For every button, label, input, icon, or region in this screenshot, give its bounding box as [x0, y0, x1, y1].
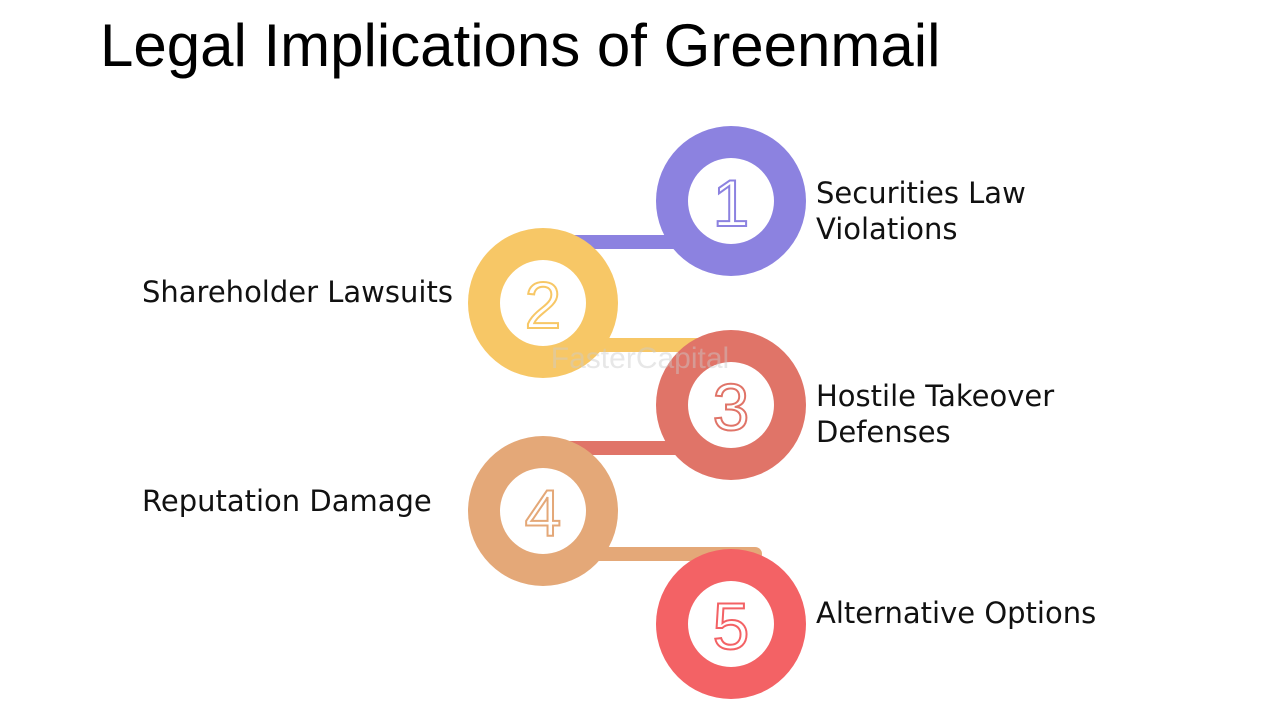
- step-2-label: Shareholder Lawsuits: [142, 274, 453, 310]
- step-4-number: 4: [525, 476, 562, 550]
- slide-title: Legal Implications of Greenmail: [100, 12, 941, 79]
- step-3-number: 3: [713, 370, 750, 444]
- step-2-label-line1: Shareholder Lawsuits: [142, 275, 453, 309]
- step-1-number: 1: [713, 166, 750, 240]
- step-3: 3: [656, 330, 806, 480]
- step-1-label-line1: Securities Law: [816, 176, 1026, 210]
- step-4-inner: [500, 468, 586, 554]
- step-1-inner: [688, 158, 774, 244]
- step-5-label: Alternative Options: [816, 595, 1096, 631]
- step-2: 2: [468, 228, 618, 378]
- step-5-label-line1: Alternative Options: [816, 596, 1097, 630]
- step-5: 5: [656, 549, 806, 699]
- step-2-number: 2: [525, 268, 562, 342]
- watermark-text: FasterCapital: [551, 342, 729, 375]
- step-3-label-line2: Defenses: [816, 415, 951, 449]
- step-2-inner: [500, 260, 586, 346]
- step-4: 4: [468, 436, 618, 586]
- step-5-number: 5: [713, 589, 750, 663]
- step-1-label: Securities Law Violations: [816, 175, 1026, 247]
- step-5-inner: [688, 581, 774, 667]
- step-3-label: Hostile Takeover Defenses: [816, 378, 1054, 450]
- step-4-label-line1: Reputation Damage: [142, 484, 432, 518]
- step-4-label: Reputation Damage: [142, 483, 432, 519]
- step-3-label-line1: Hostile Takeover: [816, 379, 1055, 413]
- step-1-label-line2: Violations: [816, 212, 958, 246]
- step-1: 1: [656, 126, 806, 276]
- step-3-inner: [688, 362, 774, 448]
